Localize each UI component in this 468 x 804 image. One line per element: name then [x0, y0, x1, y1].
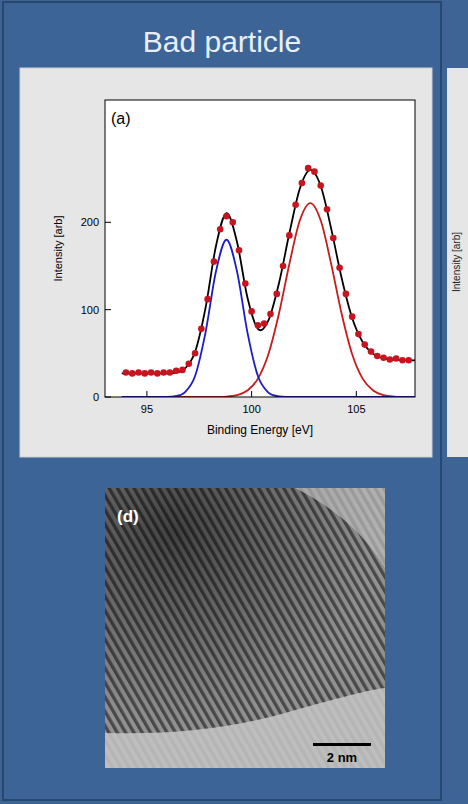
data-point [405, 357, 412, 364]
panel-letter: (a) [111, 110, 131, 127]
x-tick [146, 391, 147, 397]
data-point [336, 264, 343, 271]
scale-bar [313, 743, 371, 746]
data-point [361, 341, 368, 348]
data-point [273, 291, 280, 298]
data-point [387, 356, 394, 363]
data-point [204, 296, 211, 303]
data-point [123, 369, 130, 376]
data-point [248, 308, 255, 315]
data-point [399, 357, 406, 364]
page: Bad particle Intensity [arb] 95 100 105 0 100 2… [0, 0, 468, 804]
data-point [349, 313, 356, 320]
data-point [167, 369, 174, 376]
chart-box [20, 68, 432, 457]
data-point [129, 370, 136, 377]
x-tick [356, 391, 357, 397]
data-point [229, 219, 236, 226]
tem-image [105, 488, 385, 768]
data-point [185, 361, 192, 368]
series-line [122, 170, 415, 374]
data-point [173, 367, 180, 374]
data-point [286, 232, 293, 239]
data-point [255, 322, 262, 329]
x-tick-label: 100 [242, 403, 260, 415]
y-tick-label: 0 [93, 391, 99, 403]
panel-title: Bad particle [143, 25, 301, 58]
data-point [305, 165, 312, 172]
data-point [330, 235, 337, 242]
data-point [236, 247, 243, 254]
data-point [223, 213, 230, 220]
y-tick-label: 200 [81, 216, 99, 228]
data-point [148, 369, 155, 376]
data-point [198, 326, 205, 333]
tem-ground [105, 488, 385, 768]
x-tick-label: 95 [141, 403, 153, 415]
data-point [343, 291, 350, 298]
data-point [317, 182, 324, 189]
data-point [355, 331, 362, 338]
data-point [179, 367, 186, 374]
tem-fringes [105, 488, 385, 768]
data-point [135, 369, 142, 376]
plot-area [105, 100, 415, 397]
y-axis-title: Intensity [arb] [52, 215, 64, 281]
x-axis-title: Binding Energy [eV] [207, 423, 313, 437]
plot-frame [105, 100, 415, 397]
y-tick [105, 222, 111, 223]
data-point [192, 350, 199, 357]
series-line [122, 203, 415, 397]
data-point [380, 354, 387, 361]
neighbor-chart [447, 68, 468, 457]
data-point [393, 355, 400, 362]
neighbor-axis-label: Intensity [arb] [451, 232, 462, 292]
tem-vacuum-top [295, 488, 385, 568]
background [0, 0, 468, 804]
plot-marks [122, 165, 415, 397]
x-tick-label: 105 [347, 403, 365, 415]
data-point [280, 263, 287, 270]
data-point [311, 168, 318, 175]
data-point [368, 348, 375, 355]
data-point [267, 311, 274, 318]
tem-vacuum-bottom [105, 688, 385, 768]
data-point [374, 353, 381, 360]
x-tick [251, 391, 252, 397]
data-point [217, 226, 224, 233]
y-tick-label: 100 [81, 304, 99, 316]
data-point [154, 370, 161, 377]
image-label: (d) [117, 507, 139, 526]
data-point [299, 180, 306, 187]
data-point [160, 369, 167, 376]
data-point [242, 280, 249, 287]
y-tick [105, 397, 111, 398]
data-point [324, 206, 331, 213]
data-point [292, 202, 299, 209]
scale-bar-label: 2 nm [327, 750, 357, 765]
y-tick [105, 309, 111, 310]
data-point [141, 370, 148, 377]
tem-shade [105, 488, 385, 768]
data-point [211, 258, 218, 265]
panel-frame [3, 2, 441, 800]
data-point [261, 320, 268, 327]
